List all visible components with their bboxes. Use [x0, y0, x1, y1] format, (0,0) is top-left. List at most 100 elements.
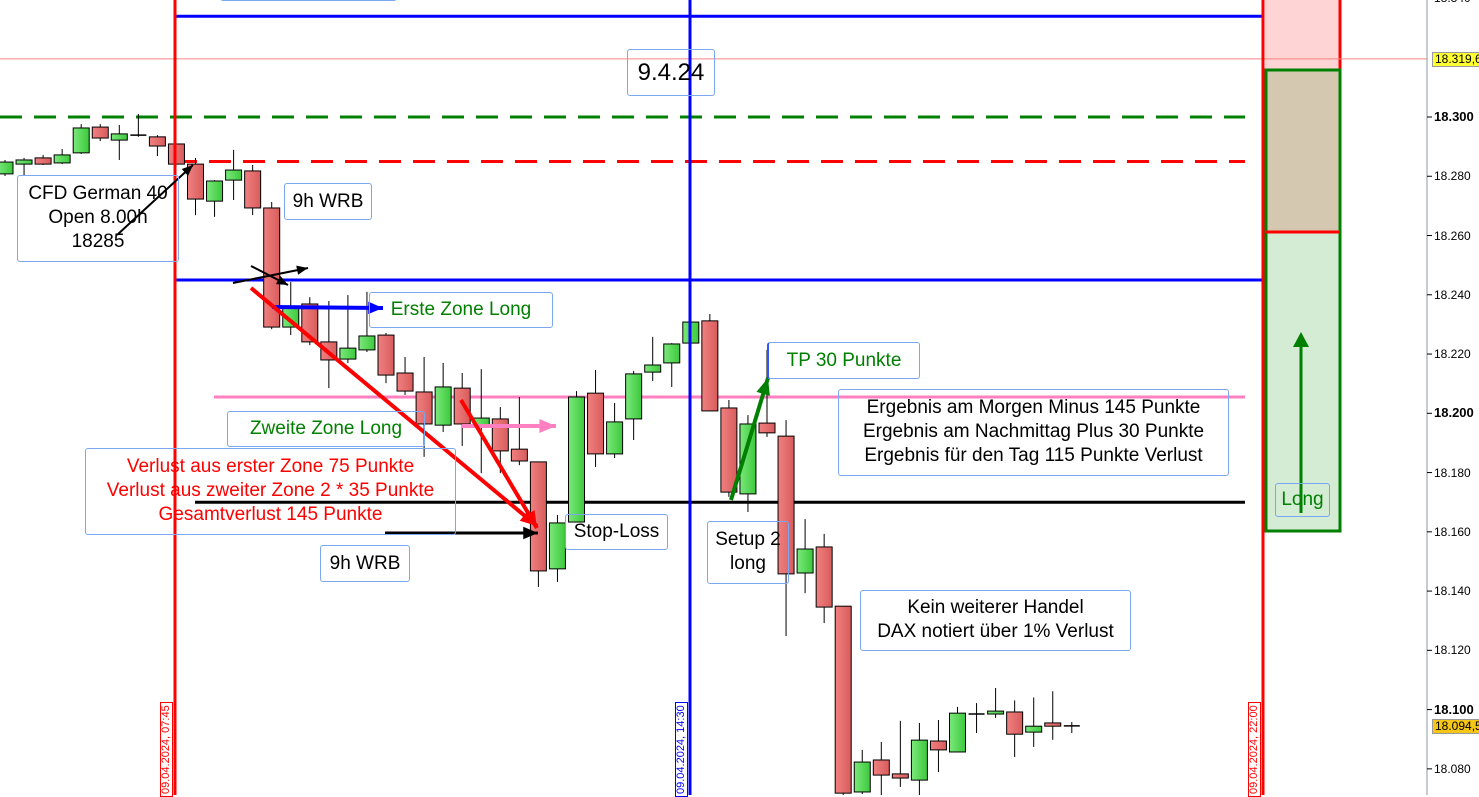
open-arrow-icon-head — [181, 165, 193, 176]
price-tick-label: 18.120 — [1434, 643, 1471, 658]
candle-body — [929, 740, 947, 751]
annotation-arrows — [116, 164, 770, 540]
result-note-line: Ergebnis für den Tag 115 Punkte Verlust — [864, 445, 1203, 466]
open-note-line: 18285 — [71, 231, 125, 252]
candle-body — [701, 320, 719, 412]
price-tick-label: 18.280 — [1434, 169, 1471, 184]
price-tick-label: 18.220 — [1434, 347, 1471, 362]
open-note: CFD German 40 Open 8.00h 18285 — [17, 175, 179, 262]
candle-body — [777, 435, 795, 575]
time-label: 09.04.2024, 22:00 — [1248, 702, 1261, 797]
result-note-line: Ergebnis am Morgen Minus 145 Punkte — [866, 397, 1201, 418]
price-tick-label: 18.140 — [1434, 584, 1471, 599]
candle-body — [644, 364, 662, 373]
price-marker: 18.319,6 — [1432, 51, 1479, 67]
candle-body — [568, 396, 585, 523]
position-tool[interactable] — [1264, 0, 1342, 533]
wrb-label-1: 9h WRB — [284, 183, 372, 220]
candle-body — [720, 407, 738, 493]
price-tick-label: 18.300 — [1434, 109, 1474, 124]
tp-label: TP 30 Punkte — [767, 342, 920, 379]
price-tick-label: 18.180 — [1434, 465, 1471, 480]
tp-arrow-icon-head — [756, 378, 770, 396]
price-marker: 18.094,5 — [1432, 718, 1479, 734]
loss-arrow-icon — [249, 286, 539, 528]
candles — [0, 114, 1080, 795]
candle-body — [15, 159, 33, 165]
candle-body — [739, 423, 757, 495]
result-note: Ergebnis am Morgen Minus 145 Punkte Erge… — [838, 389, 1229, 476]
open-note-line: Open 8.00h — [48, 207, 148, 228]
zone-2-label: Zweite Zone Long — [227, 411, 425, 447]
candle-body — [206, 180, 224, 202]
no-trade-note: Kein weiterer Handel DAX notiert über 1%… — [860, 590, 1131, 651]
candle-body — [0, 161, 14, 175]
candle-body — [1006, 711, 1024, 735]
tp-arrow-icon — [729, 377, 770, 501]
price-tick-label: 18.160 — [1434, 524, 1471, 539]
candle-body — [1025, 725, 1043, 733]
wrb-label-2: 9h WRB — [320, 545, 410, 582]
candle-body — [377, 334, 395, 376]
price-axis-ticks — [1427, 116, 1432, 770]
candle-body — [1044, 722, 1062, 727]
candle-body — [148, 136, 166, 147]
candle-body — [625, 373, 643, 420]
candle-body — [358, 335, 376, 351]
candle-body — [453, 387, 471, 425]
price-tick-label: 18.080 — [1434, 761, 1471, 776]
open-arrow-icon — [116, 164, 194, 236]
price-tick-label: 18.260 — [1434, 228, 1471, 243]
candle-body — [548, 522, 566, 570]
time-lines — [173, 0, 1265, 795]
zone-1-label: Erste Zone Long — [369, 292, 553, 328]
loss-arrow-icon — [459, 398, 539, 530]
setup-note-line: Setup 2 — [715, 529, 781, 550]
candle-body — [34, 157, 52, 165]
wrb-2-arrow-icon-head — [523, 526, 538, 540]
candle-body — [587, 392, 605, 455]
candle-body — [187, 163, 204, 200]
candle-body — [510, 448, 528, 462]
price-tick-label: 18.240 — [1434, 287, 1471, 302]
zone-2-arrow-icon-head — [539, 418, 556, 434]
candle-body — [949, 712, 966, 753]
long-arrow-head-icon — [1293, 332, 1309, 347]
setup-note: Setup 2 long — [707, 521, 789, 584]
candle-body — [987, 710, 1005, 715]
setup-note-line: long — [730, 553, 766, 574]
date-label: 9.4.24 — [627, 49, 715, 96]
long-label[interactable]: Long — [1275, 483, 1330, 517]
no-trade-note-line: Kein weiterer Handel — [907, 597, 1084, 618]
candle-body — [796, 548, 814, 574]
wrb-arrow-icon-head — [276, 275, 288, 285]
price-tick-label: 18.340 — [1434, 0, 1471, 5]
candle-body — [53, 154, 71, 164]
loss-arrow-icon-head — [522, 510, 537, 528]
candle-body — [244, 170, 262, 209]
loss-note-line: Verlust aus erster Zone 75 Punkte — [126, 456, 415, 477]
stop-loss-label: Stop-Loss — [565, 514, 668, 550]
result-note-line: Ergebnis am Nachmittag Plus 30 Punkte — [862, 421, 1205, 442]
level-lines — [0, 14, 1427, 504]
loss-note-line: Verlust aus zweiter Zone 2 * 35 Punkte — [106, 480, 435, 501]
candle-body — [91, 126, 109, 139]
candle-body — [872, 759, 890, 776]
candle-body — [263, 207, 281, 328]
time-label: 09.04.2024, 14:30 — [675, 702, 688, 797]
candle-body — [834, 605, 852, 794]
stop-zone — [1265, 0, 1340, 70]
candle-body — [758, 422, 776, 434]
candle-body — [853, 761, 871, 793]
entry-zone — [1265, 70, 1340, 232]
loss-note: Verlust aus erster Zone 75 Punkte Verlus… — [85, 448, 456, 535]
candle-body — [910, 739, 928, 781]
loss-note-line: Gesamtverlust 145 Punkte — [158, 504, 383, 525]
zone-1-arrow-icon-head — [368, 301, 383, 315]
top-note-fragment — [220, 0, 397, 1]
candle-body — [110, 133, 128, 141]
price-tick-label: 18.100 — [1434, 701, 1474, 717]
candle-body — [396, 372, 414, 392]
wrb-arrow-icon-head — [296, 265, 308, 275]
